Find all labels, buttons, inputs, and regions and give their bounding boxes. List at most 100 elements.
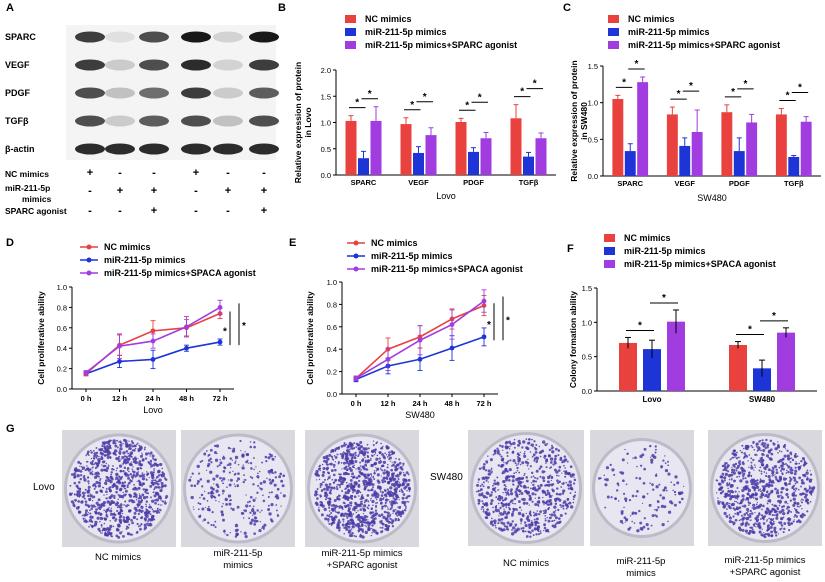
- colony-dot: [567, 506, 569, 508]
- colony-dot: [153, 479, 155, 482]
- y-tick-label: 1.5: [582, 284, 592, 293]
- colony-dot: [79, 470, 83, 473]
- colony-dot: [158, 474, 161, 477]
- colony-dot: [209, 448, 213, 452]
- colony-dot: [119, 440, 122, 444]
- colony-dot: [380, 530, 383, 534]
- colony-dot: [391, 468, 393, 471]
- colony-dot: [147, 492, 149, 495]
- colony-dot: [374, 452, 377, 454]
- colony-dot: [627, 527, 631, 531]
- colony-dot: [489, 458, 493, 462]
- colony-dot: [151, 514, 155, 518]
- colony-dot: [252, 505, 255, 508]
- colony-dot: [135, 458, 138, 461]
- colony-dot: [767, 483, 770, 486]
- colony-dot: [748, 532, 751, 535]
- blot-band: [249, 31, 279, 43]
- colony-dot: [359, 465, 362, 467]
- colony-dot: [374, 448, 377, 451]
- colony-dot: [379, 459, 382, 462]
- colony-dot: [328, 522, 331, 526]
- colony-dot: [336, 496, 339, 498]
- colony-dot: [736, 498, 739, 500]
- colony-dot: [507, 479, 511, 482]
- colony-dot: [203, 490, 206, 493]
- significance-star: *: [689, 81, 693, 92]
- colony-dot: [538, 486, 541, 490]
- colony-dot: [376, 473, 380, 477]
- colony-dot: [363, 515, 367, 519]
- colony-dot: [757, 446, 760, 449]
- colony-dot: [236, 485, 239, 488]
- colony-dot: [734, 480, 737, 482]
- colony-dot: [381, 498, 384, 501]
- colony-dot: [209, 470, 213, 474]
- y-tick-label: 1.0: [321, 119, 331, 128]
- colony-dot: [769, 439, 773, 443]
- colony-dot: [535, 443, 538, 446]
- colony-dot: [655, 508, 659, 512]
- colony-dot: [337, 512, 340, 514]
- colony-dot: [533, 459, 536, 462]
- colony-dot: [521, 476, 525, 480]
- colony-dot: [130, 440, 134, 443]
- colony-dot: [574, 491, 577, 494]
- colony-dot: [329, 475, 331, 477]
- colony-dot: [760, 456, 764, 459]
- colony-dot: [143, 528, 146, 531]
- colony-dot: [104, 454, 107, 457]
- colony-dot: [339, 453, 342, 456]
- colony-dot: [389, 515, 392, 517]
- colony-dot: [741, 475, 744, 477]
- colony-dot: [89, 515, 93, 519]
- colony-dot: [478, 467, 482, 470]
- colony-dot: [557, 454, 560, 457]
- bar: [413, 152, 424, 175]
- colony-dot: [99, 479, 101, 482]
- colony-dot: [499, 496, 504, 500]
- colony-dot: [746, 516, 750, 521]
- colony-dot: [351, 517, 353, 519]
- colony-dot: [318, 509, 321, 512]
- y-tick-label: 1.0: [582, 318, 592, 327]
- y-axis-label: in SW480: [579, 102, 589, 140]
- colony-dot: [508, 448, 511, 450]
- colony-dot: [772, 519, 774, 521]
- colony-dot: [766, 526, 770, 530]
- colony-dot: [348, 460, 352, 464]
- colony-dot: [213, 495, 215, 497]
- colony-dot: [485, 503, 489, 507]
- colony-dot: [515, 493, 519, 497]
- colony-dot: [503, 461, 505, 464]
- colony-dot: [740, 451, 743, 454]
- colony-dot: [672, 489, 674, 492]
- colony-dot: [730, 495, 733, 498]
- blot-band: [181, 31, 211, 43]
- colony-dot: [397, 519, 399, 521]
- colony-dot: [327, 471, 330, 475]
- legend-label: miR-211-5p mimics+SPACA agonist: [624, 259, 776, 269]
- colony-dot: [128, 454, 132, 458]
- colony-dot: [557, 449, 561, 452]
- colony-dot: [485, 479, 488, 482]
- colony-dot: [403, 473, 407, 477]
- colony-dot: [775, 468, 778, 471]
- colony-dot: [488, 476, 490, 479]
- colony-dot: [242, 512, 245, 515]
- colony-dot: [140, 511, 143, 514]
- colony-dot: [354, 459, 358, 463]
- colony-dot: [513, 446, 516, 449]
- colony-dot: [344, 491, 348, 495]
- colony-dot: [94, 505, 97, 508]
- colony-dot: [215, 444, 220, 448]
- y-tick-label: 0.4: [57, 344, 67, 353]
- colony-dot: [149, 459, 153, 463]
- colony-dot: [505, 446, 509, 450]
- colony-dot: [362, 513, 365, 515]
- colony-dot: [223, 529, 226, 533]
- colony-dot: [553, 519, 556, 522]
- colony-dot: [334, 504, 338, 508]
- colony-dot: [551, 495, 553, 497]
- colony-dot: [249, 521, 253, 525]
